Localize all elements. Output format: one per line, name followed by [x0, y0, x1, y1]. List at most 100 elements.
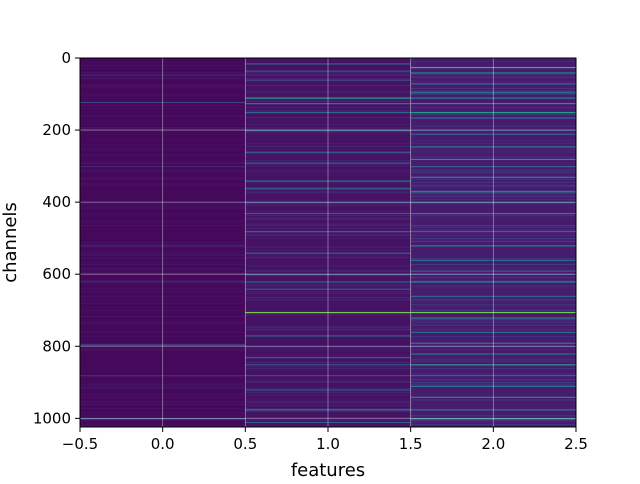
heatmap-texture-stripe: [80, 307, 246, 309]
heatmap-texture-stripe: [80, 125, 246, 127]
heatmap-cell: [245, 187, 411, 189]
heatmap-texture-stripe: [80, 229, 246, 231]
heatmap-texture-stripe: [80, 75, 246, 77]
heatmap-texture-stripe: [245, 228, 411, 229]
heatmap-texture-stripe: [410, 170, 576, 172]
heatmap-texture-stripe: [80, 408, 246, 409]
heatmap-texture-stripe: [410, 367, 576, 369]
heatmap-cell: [245, 409, 411, 411]
heatmap-cell: [410, 312, 576, 314]
heatmap-texture-stripe: [245, 298, 411, 300]
heatmap-texture-stripe: [80, 349, 246, 350]
heatmap-texture-stripe: [410, 268, 576, 270]
heatmap-texture-stripe: [410, 357, 576, 359]
heatmap-texture-stripe: [80, 341, 246, 343]
heatmap-texture-stripe: [410, 76, 576, 78]
heatmap-texture-stripe: [245, 117, 411, 118]
heatmap-texture-stripe: [410, 383, 576, 385]
heatmap-cell: [245, 421, 411, 424]
heatmap-texture-stripe: [80, 163, 246, 164]
heatmap-texture-stripe: [410, 114, 576, 115]
heatmap-texture-stripe: [80, 396, 246, 398]
heatmap-texture-stripe: [245, 101, 411, 102]
heatmap-texture-stripe: [245, 246, 411, 248]
heatmap-texture-stripe: [80, 184, 246, 186]
heatmap-texture-stripe: [245, 425, 411, 427]
heatmap-texture-stripe: [80, 68, 246, 69]
heatmap-texture-stripe: [245, 235, 411, 237]
heatmap-texture-stripe: [80, 255, 246, 257]
heatmap-texture-stripe: [410, 382, 576, 384]
heatmap-cell: [245, 151, 411, 153]
heatmap-texture-stripe: [80, 415, 246, 417]
heatmap-cell: [410, 176, 576, 178]
heatmap-texture-stripe: [80, 207, 246, 209]
heatmap-texture-stripe: [245, 382, 411, 384]
heatmap-texture-stripe: [245, 291, 411, 293]
heatmap-texture-stripe: [80, 350, 246, 352]
heatmap-texture-stripe: [410, 279, 576, 281]
heatmap-texture-stripe: [410, 190, 576, 192]
heatmap-texture-stripe: [80, 72, 246, 74]
heatmap-texture-stripe: [80, 171, 246, 173]
heatmap-column-2: [410, 58, 576, 427]
heatmap-cell: [410, 409, 576, 411]
heatmap-texture-stripe: [245, 92, 411, 94]
heatmap-texture-stripe: [80, 144, 246, 146]
heatmap-cell: [410, 133, 576, 135]
heatmap-cell: [410, 295, 576, 297]
heatmap-cell: [410, 191, 576, 193]
heatmap-texture-stripe: [410, 320, 576, 322]
heatmap-texture-stripe: [80, 179, 246, 180]
heatmap-texture-stripe: [245, 297, 411, 298]
heatmap-texture-stripe: [245, 254, 411, 255]
heatmap-texture-stripe: [410, 421, 576, 422]
heatmap-cell: [245, 274, 411, 276]
heatmap-texture-stripe: [245, 210, 411, 212]
heatmap-texture-stripe: [80, 268, 246, 270]
heatmap-texture-stripe: [410, 141, 576, 143]
heatmap-texture-stripe: [410, 229, 576, 231]
heatmap-texture-stripe: [80, 108, 246, 110]
heatmap-cell: [80, 375, 246, 377]
heatmap-texture-stripe: [410, 337, 576, 339]
heatmap-texture-stripe: [245, 193, 411, 195]
heatmap-texture-stripe: [245, 75, 411, 77]
heatmap-texture-stripe: [410, 419, 576, 421]
heatmap-texture-stripe: [80, 115, 246, 117]
x-axis: −0.5 0.0 0.5 1.0 1.5 2.0 2.5: [62, 427, 588, 453]
heatmap-texture-stripe: [80, 148, 246, 150]
heatmap-texture-stripe: [80, 158, 246, 160]
heatmap-texture-stripe: [410, 379, 576, 381]
heatmap-texture-stripe: [245, 300, 411, 301]
heatmap-texture-stripe: [245, 238, 411, 239]
heatmap-texture-stripe: [80, 301, 246, 303]
heatmap-texture-stripe: [410, 215, 576, 216]
heatmap-texture-stripe: [245, 78, 411, 79]
heatmap-texture-stripe: [410, 180, 576, 182]
heatmap-texture-stripe: [80, 213, 246, 215]
heatmap-texture-stripe: [80, 323, 246, 324]
heatmap-cell: [245, 180, 411, 182]
heatmap-texture-stripe: [245, 292, 411, 294]
heatmap-texture-stripe: [410, 258, 576, 260]
heatmap-texture-stripe: [80, 336, 246, 337]
heatmap-texture-stripe: [245, 356, 411, 358]
heatmap-texture-stripe: [80, 153, 246, 154]
heatmap-texture-stripe: [410, 380, 576, 382]
heatmap-texture-stripe: [245, 232, 411, 234]
heatmap-cell: [410, 317, 576, 319]
heatmap-texture-stripe: [80, 262, 246, 264]
heatmap-texture-stripe: [410, 176, 576, 177]
heatmap-texture-stripe: [245, 284, 411, 286]
heatmap-texture-stripe: [245, 143, 411, 144]
heatmap-texture-stripe: [410, 277, 576, 278]
heatmap-texture-stripe: [80, 295, 246, 297]
heatmap-texture-stripe: [410, 305, 576, 307]
heatmap-texture-stripe: [80, 269, 246, 271]
heatmap-texture-stripe: [245, 233, 411, 235]
heatmap-texture-stripe: [80, 117, 246, 118]
heatmap-texture-stripe: [245, 166, 411, 167]
heatmap-texture-stripe: [410, 181, 576, 183]
heatmap-column-0: [80, 58, 246, 427]
